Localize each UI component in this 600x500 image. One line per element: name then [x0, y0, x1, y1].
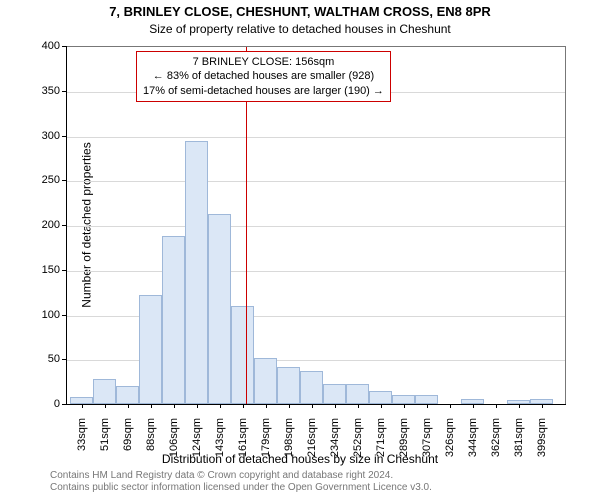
x-tick-mark — [128, 404, 129, 408]
x-tick-mark — [496, 404, 497, 408]
x-tick-mark — [404, 404, 405, 408]
histogram-bar — [300, 371, 323, 404]
histogram-bar — [70, 397, 93, 404]
y-tick-label: 350 — [10, 85, 60, 97]
y-tick-mark — [62, 91, 66, 92]
x-tick-mark — [473, 404, 474, 408]
attribution-line1: Contains HM Land Registry data © Crown c… — [50, 470, 432, 482]
histogram-bar — [185, 141, 208, 404]
y-tick-mark — [62, 315, 66, 316]
x-tick-label: 124sqm — [191, 418, 203, 478]
x-tick-mark — [542, 404, 543, 408]
y-tick-mark — [62, 359, 66, 360]
x-tick-label: 179sqm — [260, 418, 272, 478]
y-tick-label: 50 — [10, 353, 60, 365]
y-tick-label: 150 — [10, 264, 60, 276]
x-tick-label: 106sqm — [168, 418, 180, 478]
y-tick-label: 100 — [10, 309, 60, 321]
annotation-box: 7 BRINLEY CLOSE: 156sqm← 83% of detached… — [136, 51, 391, 102]
x-tick-label: 252sqm — [352, 418, 364, 478]
chart-title-sub: Size of property relative to detached ho… — [0, 22, 600, 36]
y-tick-label: 400 — [10, 40, 60, 52]
histogram-bar — [369, 391, 392, 404]
x-tick-label: 307sqm — [421, 418, 433, 478]
x-tick-label: 344sqm — [467, 418, 479, 478]
x-tick-label: 198sqm — [283, 418, 295, 478]
property-size-chart: 7, BRINLEY CLOSE, CHESHUNT, WALTHAM CROS… — [0, 0, 600, 500]
y-tick-label: 0 — [10, 398, 60, 410]
histogram-bar — [139, 295, 162, 404]
x-axis — [66, 404, 566, 405]
x-tick-label: 326sqm — [444, 418, 456, 478]
histogram-bar — [277, 367, 300, 404]
gridline — [66, 181, 565, 182]
x-tick-mark — [427, 404, 428, 408]
x-tick-label: 161sqm — [237, 418, 249, 478]
x-tick-mark — [289, 404, 290, 408]
histogram-bar — [346, 384, 369, 404]
histogram-bar — [93, 379, 116, 404]
x-tick-label: 399sqm — [536, 418, 548, 478]
y-tick-label: 200 — [10, 219, 60, 231]
x-tick-mark — [151, 404, 152, 408]
attribution-line2: Contains public sector information licen… — [50, 482, 432, 494]
x-tick-mark — [174, 404, 175, 408]
x-tick-mark — [105, 404, 106, 408]
x-tick-label: 381sqm — [513, 418, 525, 478]
x-tick-mark — [82, 404, 83, 408]
y-tick-mark — [62, 225, 66, 226]
x-tick-mark — [197, 404, 198, 408]
x-tick-label: 362sqm — [490, 418, 502, 478]
y-axis — [66, 46, 67, 404]
x-tick-mark — [381, 404, 382, 408]
histogram-bar — [162, 236, 185, 404]
plot-area: 7 BRINLEY CLOSE: 156sqm← 83% of detached… — [66, 46, 566, 404]
x-tick-label: 234sqm — [329, 418, 341, 478]
y-tick-mark — [62, 404, 66, 405]
x-tick-label: 88sqm — [145, 418, 157, 478]
x-tick-label: 271sqm — [375, 418, 387, 478]
x-tick-label: 216sqm — [306, 418, 318, 478]
y-tick-mark — [62, 180, 66, 181]
y-tick-label: 300 — [10, 130, 60, 142]
y-tick-mark — [62, 136, 66, 137]
histogram-bar — [116, 386, 139, 404]
y-tick-mark — [62, 46, 66, 47]
annotation-line2: ← 83% of detached houses are smaller (92… — [143, 69, 384, 83]
histogram-bar — [392, 395, 415, 404]
x-tick-label: 51sqm — [99, 418, 111, 478]
x-tick-label: 69sqm — [122, 418, 134, 478]
histogram-bar — [231, 306, 254, 404]
x-tick-label: 289sqm — [398, 418, 410, 478]
gridline — [66, 271, 565, 272]
histogram-bar — [415, 395, 438, 404]
x-tick-mark — [358, 404, 359, 408]
y-tick-label: 250 — [10, 174, 60, 186]
x-tick-mark — [243, 404, 244, 408]
x-axis-label: Distribution of detached houses by size … — [0, 452, 600, 466]
annotation-line3: 17% of semi-detached houses are larger (… — [143, 84, 384, 98]
chart-title-main: 7, BRINLEY CLOSE, CHESHUNT, WALTHAM CROS… — [0, 4, 600, 19]
attribution-text: Contains HM Land Registry data © Crown c… — [50, 470, 432, 494]
histogram-bar — [323, 384, 346, 404]
gridline — [66, 137, 565, 138]
x-tick-mark — [519, 404, 520, 408]
y-tick-mark — [62, 270, 66, 271]
annotation-line1: 7 BRINLEY CLOSE: 156sqm — [143, 55, 384, 69]
x-tick-label: 143sqm — [214, 418, 226, 478]
x-tick-mark — [266, 404, 267, 408]
gridline — [66, 226, 565, 227]
x-tick-label: 33sqm — [76, 418, 88, 478]
histogram-bar — [254, 358, 277, 404]
x-tick-mark — [450, 404, 451, 408]
x-tick-mark — [335, 404, 336, 408]
x-tick-mark — [312, 404, 313, 408]
histogram-bar — [208, 214, 231, 404]
x-tick-mark — [220, 404, 221, 408]
